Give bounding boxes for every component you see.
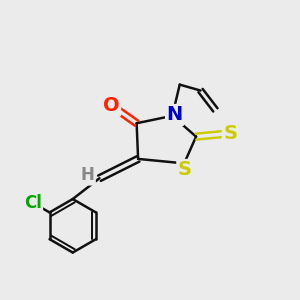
Text: O: O bbox=[103, 96, 120, 115]
Text: S: S bbox=[223, 124, 237, 143]
Text: Cl: Cl bbox=[24, 194, 42, 212]
Text: H: H bbox=[81, 166, 94, 184]
Text: N: N bbox=[167, 105, 183, 124]
Text: S: S bbox=[178, 160, 192, 179]
